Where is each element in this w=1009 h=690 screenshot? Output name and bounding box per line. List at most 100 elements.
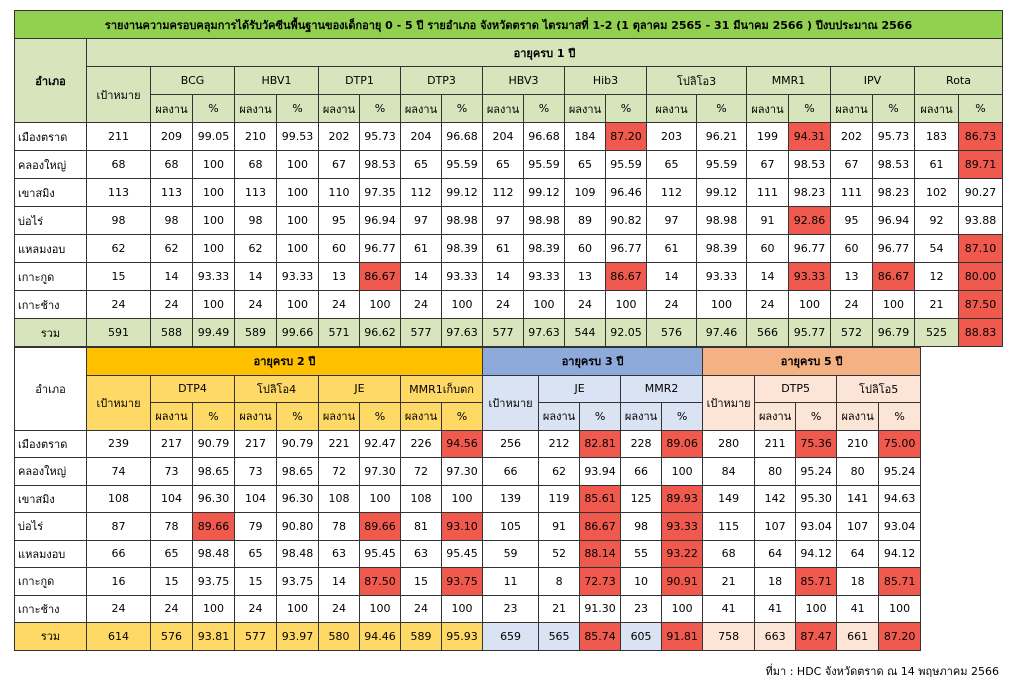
- cell-value: 15: [400, 567, 442, 596]
- cell-value: 95.24: [795, 457, 838, 486]
- target-header: เป้าหมาย: [482, 374, 540, 431]
- cell-value: 82.81: [579, 429, 622, 458]
- sub-header: %: [192, 94, 235, 123]
- cell-value: 24: [746, 290, 789, 319]
- cell-value: 86.67: [359, 262, 401, 291]
- cell-value: 12: [914, 262, 959, 291]
- cell-value: 64: [754, 539, 797, 568]
- cell-value: 100: [192, 178, 235, 207]
- cell-value: 14: [400, 262, 442, 291]
- cell-value: 93.33: [441, 262, 483, 291]
- cell-value: 663: [754, 622, 797, 651]
- cell-value: 41: [754, 594, 797, 623]
- sub-header: ผลงาน: [646, 94, 697, 123]
- district-name: คลองใหญ่: [14, 457, 87, 486]
- sub-header: %: [957, 94, 1004, 123]
- cell-value: 68: [86, 150, 151, 179]
- sub-header: ผลงาน: [746, 94, 789, 123]
- cell-value: 96.68: [523, 122, 565, 151]
- cell-value: 98.98: [696, 206, 747, 235]
- sub-header: %: [872, 94, 915, 123]
- district-row: คลองใหญ่ 74 73 98.65 73 98.65 72 97.30 72 97.30 66…: [14, 457, 922, 486]
- cell-value: 15: [150, 567, 193, 596]
- cell-value: 97: [482, 206, 524, 235]
- cell-value: 99.49: [192, 318, 235, 347]
- cell-value: 99.05: [192, 122, 235, 151]
- cell-value: 60: [564, 234, 606, 263]
- cell-value: 93.33: [523, 262, 565, 291]
- cell-value: 24: [400, 290, 442, 319]
- cell-value: 110: [318, 178, 360, 207]
- cell-value: 100: [872, 290, 915, 319]
- vaccine-header: IPV: [830, 66, 915, 95]
- sub-header: %: [523, 94, 565, 123]
- cell-value: 95: [318, 206, 360, 235]
- district-name: เขาสมิง: [14, 484, 87, 513]
- sub-header: ผลงาน: [318, 94, 360, 123]
- district-row: เขาสมิง 108 104 96.30 104 96.30 108 100 108 100 13…: [14, 484, 922, 513]
- district-row: เมืองตราด 239 217 90.79 217 90.79 221 92.47 226 9…: [14, 429, 922, 458]
- sub-header: %: [359, 94, 401, 123]
- district-name: รวม: [14, 318, 87, 347]
- cell-value: 104: [234, 484, 277, 513]
- cell-value: 93.33: [192, 262, 235, 291]
- cell-value: 95.93: [440, 622, 484, 651]
- cell-value: 24: [150, 290, 193, 319]
- cell-value: 86.67: [579, 512, 622, 541]
- cell-value: 95.24: [878, 457, 922, 486]
- cell-value: 217: [234, 429, 277, 458]
- cell-value: 59: [482, 539, 540, 568]
- cell-value: 90.79: [276, 429, 319, 458]
- cell-value: 98.39: [696, 234, 747, 263]
- cell-value: 94.56: [440, 429, 484, 458]
- cell-value: 92: [914, 206, 959, 235]
- cell-value: 577: [234, 622, 277, 651]
- district-row: เกาะช้าง 24 24 100 24 100 24 100 24 100 24 100 24 100…: [14, 290, 1004, 319]
- district-name: บ่อไร่: [14, 206, 87, 235]
- cell-value: 100: [661, 594, 704, 623]
- cell-value: 97.63: [441, 318, 483, 347]
- cell-value: 91: [746, 206, 789, 235]
- cell-value: 525: [914, 318, 959, 347]
- cell-value: 184: [564, 122, 606, 151]
- cell-value: 67: [830, 150, 873, 179]
- cell-value: 64: [836, 539, 880, 568]
- cell-value: 100: [440, 594, 484, 623]
- vaccine-header: DTP1: [318, 66, 401, 95]
- cell-value: 614: [86, 622, 151, 651]
- cell-value: 63: [400, 539, 442, 568]
- cell-value: 91.30: [579, 594, 622, 623]
- cell-value: 100: [192, 150, 235, 179]
- total-row: รวม 614 576 93.81 577 93.97 580 94.46 589 95.93 65…: [14, 622, 922, 651]
- sub-header: %: [696, 94, 747, 123]
- cell-value: 91.81: [661, 622, 704, 651]
- cell-value: 92.86: [788, 206, 831, 235]
- cell-value: 14: [482, 262, 524, 291]
- cell-value: 100: [192, 290, 235, 319]
- cell-value: 72: [400, 457, 442, 486]
- cell-value: 16: [86, 567, 151, 596]
- sub-header: ผลงาน: [400, 402, 442, 431]
- cell-value: 226: [400, 429, 442, 458]
- district-row: บ่อไร่ 98 98 100 98 100 95 96.94 97 98.98 97 98.98 8…: [14, 206, 1004, 235]
- cell-value: 85.61: [579, 484, 622, 513]
- cell-value: 115: [702, 512, 756, 541]
- cell-value: 210: [836, 429, 880, 458]
- vaccine-header: Hib3: [564, 66, 647, 95]
- sub-header: %: [276, 402, 319, 431]
- district-name: เกาะช้าง: [14, 594, 87, 623]
- age-group-header: อายุครบ 2 ปี: [85, 347, 484, 376]
- cell-value: 95.45: [359, 539, 401, 568]
- cell-value: 14: [318, 567, 360, 596]
- cell-value: 239: [86, 429, 151, 458]
- cell-value: 92.47: [359, 429, 401, 458]
- cell-value: 102: [914, 178, 959, 207]
- cell-value: 589: [400, 622, 442, 651]
- cell-value: 89.06: [661, 429, 704, 458]
- cell-value: 98.53: [788, 150, 831, 179]
- cell-value: 217: [150, 429, 193, 458]
- district-name: เขาสมิง: [14, 178, 87, 207]
- cell-value: 210: [234, 122, 277, 151]
- cell-value: 100: [192, 594, 235, 623]
- cell-value: 75.36: [795, 429, 838, 458]
